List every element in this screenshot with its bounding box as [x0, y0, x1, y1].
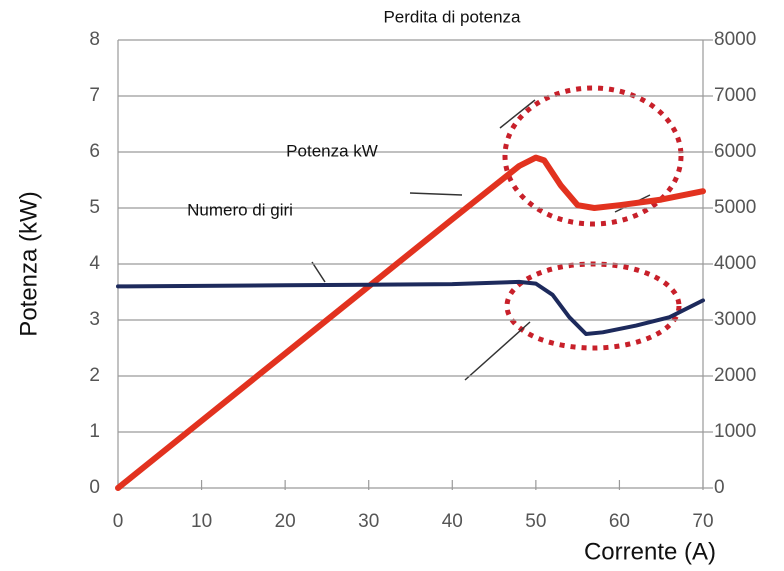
y-tick-label: 8 [89, 29, 100, 50]
y-tick-label: 2 [89, 365, 100, 386]
y-tick-label: 3 [89, 309, 100, 330]
y2-tick-label: 5000 [714, 197, 756, 218]
y-tick-label: 6 [89, 141, 100, 162]
series-label: Numero di giri [187, 200, 293, 219]
y2-tick-label: 3000 [714, 309, 756, 330]
y2-tick-label: 7000 [714, 85, 756, 106]
y2-tick-label: 6000 [714, 141, 756, 162]
y2-tick-label: 1000 [714, 421, 756, 442]
leader-line [409, 192, 463, 196]
leader-line [464, 321, 531, 381]
series-line [115, 154, 706, 491]
leader-line [499, 99, 536, 129]
x-tick-label: 70 [692, 511, 713, 532]
y-tick-label: 5 [89, 197, 100, 218]
y-axis-label: Potenza (kW) [15, 191, 42, 336]
y2-tick-label: 0 [714, 477, 725, 498]
y2-tick-label: 2000 [714, 365, 756, 386]
x-tick-label: 30 [358, 511, 379, 532]
highlight-circle [504, 261, 682, 351]
highlight-circle [502, 85, 684, 227]
x-tick-label: 50 [525, 511, 546, 532]
x-tick-label: 40 [442, 511, 463, 532]
x-axis-label: Corrente (A) [584, 538, 716, 565]
y-tick-label: 4 [89, 253, 100, 274]
leader-line [311, 261, 326, 283]
y2-tick-label: 4000 [714, 253, 756, 274]
y-tick-label: 0 [89, 477, 100, 498]
x-tick-label: 0 [113, 511, 124, 532]
x-tick-label: 60 [609, 511, 630, 532]
annotation: Perdita di potenza [383, 7, 521, 26]
y2-tick-label: 8000 [714, 29, 756, 50]
y-tick-label: 1 [89, 421, 100, 442]
x-tick-label: 20 [275, 511, 296, 532]
series-line [116, 279, 705, 336]
y-tick-label: 7 [89, 85, 100, 106]
series-label: Potenza kW [286, 141, 378, 160]
x-tick-label: 10 [191, 511, 212, 532]
